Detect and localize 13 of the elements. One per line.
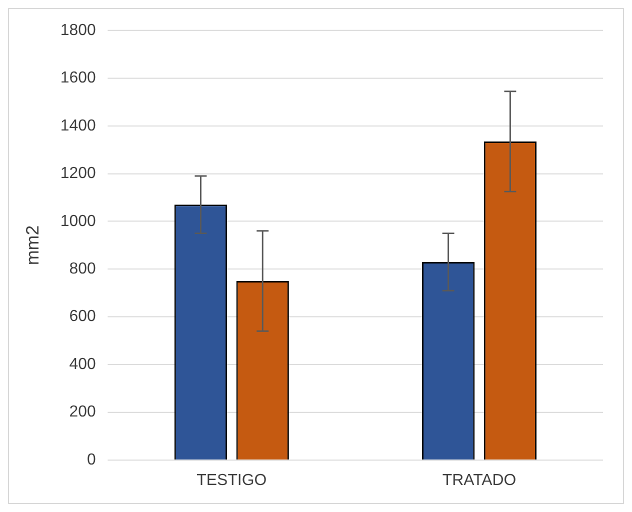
y-tick-label: 0 bbox=[87, 451, 96, 468]
y-tick-label: 200 bbox=[69, 404, 96, 421]
y-tick-label: 800 bbox=[69, 260, 96, 278]
y-tick-label: 1600 bbox=[60, 70, 96, 87]
y-tick-label: 600 bbox=[69, 308, 96, 326]
x-tick-label: TRATADO bbox=[442, 472, 516, 489]
y-tick-label: 1000 bbox=[60, 212, 96, 230]
y-tick-label: 1200 bbox=[60, 165, 96, 182]
y-tick-label: 400 bbox=[69, 356, 96, 373]
y-tick-label: 1400 bbox=[60, 117, 96, 134]
y-axis-title: mm2 bbox=[22, 225, 43, 266]
x-tick-label: TESTIGO bbox=[196, 472, 267, 489]
y-tick-label: 1800 bbox=[60, 22, 96, 39]
